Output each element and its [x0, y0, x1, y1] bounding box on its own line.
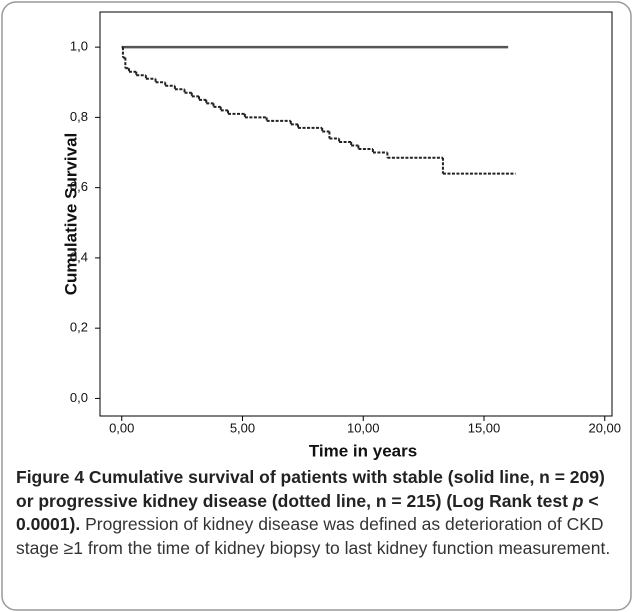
x-tick-label: 10,00 — [347, 420, 380, 435]
plot-frame — [99, 11, 613, 417]
caption: Figure 4 Cumulative survival of patients… — [16, 466, 616, 560]
x-tick-label: 0,00 — [109, 420, 134, 435]
caption-body: Progression of kidney disease was define… — [16, 514, 611, 558]
caption-bold: < 0.0001). — [16, 490, 599, 535]
y-tick-label: 0,4 — [70, 249, 88, 264]
y-tick-label: 0,6 — [70, 179, 88, 194]
x-tick-label: 20,00 — [588, 420, 621, 435]
x-axis-label: Time in years — [309, 441, 417, 460]
x-tick-label: 15,00 — [468, 420, 501, 435]
y-tick-label: 0,8 — [70, 109, 88, 124]
y-axis-label: Cumulative Survival — [61, 133, 80, 296]
y-tick-label: 0,2 — [70, 320, 88, 335]
caption-bold: Figure 4 Cumulative survival of patients… — [16, 467, 605, 511]
caption-p: p — [572, 490, 584, 511]
y-tick-label: 1,0 — [70, 39, 88, 54]
y-tick-label: 0,0 — [70, 390, 88, 405]
x-tick-label: 5,00 — [230, 420, 255, 435]
